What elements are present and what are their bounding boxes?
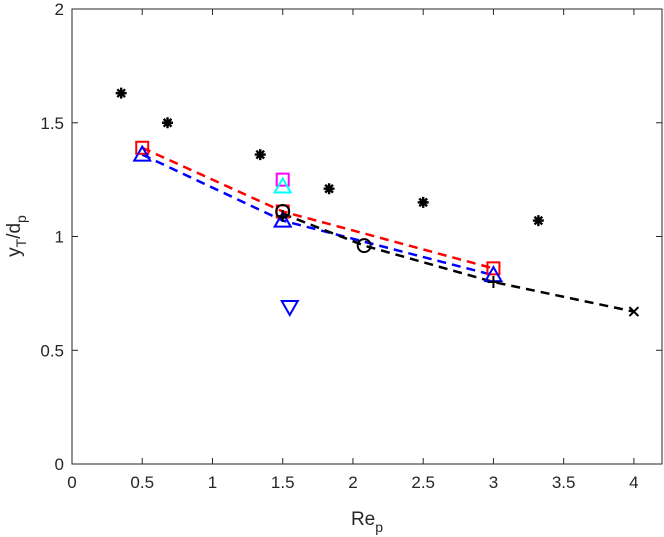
asterisk-marker <box>254 149 266 161</box>
asterisk-marker <box>417 196 429 208</box>
x-tick-label: 1 <box>208 473 217 492</box>
y-tick-label: 1.5 <box>40 114 64 133</box>
axis-ticks: 0 0.5 1 1.5 2 2.5 3 3.5 4 0 0.5 1 1.5 2 <box>40 0 662 492</box>
asterisk-marker <box>162 117 174 129</box>
circle-marker <box>356 238 372 254</box>
y-tick-label: 1 <box>55 228 64 247</box>
asterisk-marker <box>115 87 127 99</box>
y-tick-label: 2 <box>55 0 64 19</box>
triangle-up-marker <box>272 210 293 228</box>
square-marker <box>275 172 290 187</box>
x-tick-label: 3 <box>489 473 498 492</box>
asterisk-marker <box>323 183 335 195</box>
triangle-up-marker <box>132 144 152 162</box>
x-marker <box>628 306 640 317</box>
plus-marker <box>276 210 289 223</box>
x-tick-label: 0 <box>67 473 76 492</box>
triangle-down-marker <box>280 300 300 318</box>
dashed-series-line <box>282 212 635 313</box>
x-tick-label: 4 <box>629 473 638 492</box>
square-marker <box>486 261 501 276</box>
y-axis-label: yT/dp <box>4 215 29 257</box>
plot-area <box>72 9 662 464</box>
y-tick-label: 0.5 <box>40 341 64 360</box>
asterisk-marker <box>532 215 544 227</box>
x-tick-label: 0.5 <box>130 473 154 492</box>
triangle-up-marker <box>272 176 293 194</box>
x-axis-label: Rep <box>351 509 383 535</box>
x-tick-label: 1.5 <box>271 473 295 492</box>
data-markers <box>115 87 640 318</box>
x-tick-label: 3.5 <box>552 473 576 492</box>
x-tick-label: 2.5 <box>411 473 435 492</box>
x-tick-label: 2 <box>348 473 357 492</box>
y-tick-label: 0 <box>55 455 64 474</box>
square-marker <box>135 140 150 155</box>
plus-marker <box>487 276 500 288</box>
